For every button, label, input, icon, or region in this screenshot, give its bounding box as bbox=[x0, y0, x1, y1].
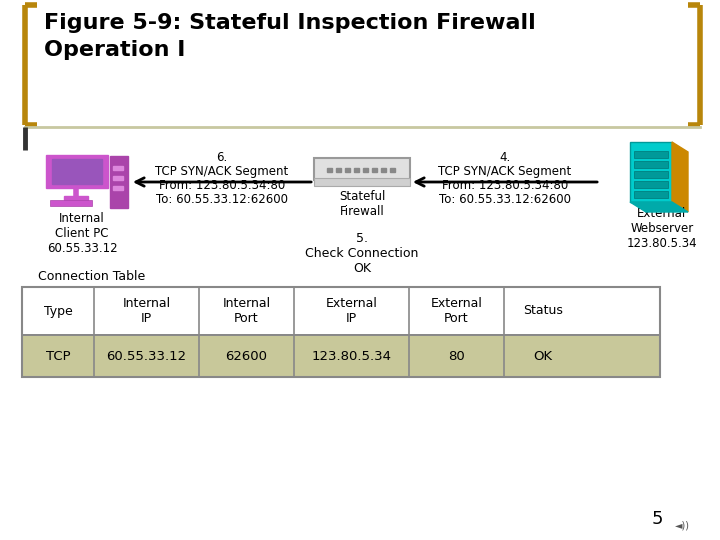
Text: ◄)): ◄)) bbox=[675, 520, 690, 530]
Text: TCP: TCP bbox=[45, 349, 71, 362]
Text: From: 123.80.5.34:80: From: 123.80.5.34:80 bbox=[442, 179, 568, 192]
Text: 60.55.33.12: 60.55.33.12 bbox=[107, 349, 186, 362]
Text: 4.: 4. bbox=[500, 151, 510, 164]
Bar bbox=[634, 191, 668, 198]
Text: External
Webserver
123.80.5.34: External Webserver 123.80.5.34 bbox=[626, 207, 697, 250]
Bar bbox=[113, 186, 123, 190]
Bar bbox=[336, 168, 341, 172]
Text: Stateful
Firewall: Stateful Firewall bbox=[339, 190, 385, 218]
Text: 80: 80 bbox=[448, 349, 465, 362]
Bar bbox=[113, 166, 123, 170]
Bar bbox=[327, 168, 332, 172]
Text: 6.: 6. bbox=[217, 151, 228, 164]
Text: 5.
Check Connection
OK: 5. Check Connection OK bbox=[305, 232, 419, 275]
Polygon shape bbox=[630, 202, 688, 212]
Bar bbox=[50, 200, 92, 206]
Text: Status: Status bbox=[523, 305, 563, 318]
Text: Internal
Client PC
60.55.33.12: Internal Client PC 60.55.33.12 bbox=[47, 212, 117, 255]
Text: Internal
IP: Internal IP bbox=[122, 297, 171, 325]
Text: External
IP: External IP bbox=[325, 297, 377, 325]
Text: To: 60.55.33.12:62600: To: 60.55.33.12:62600 bbox=[156, 193, 288, 206]
Bar bbox=[110, 156, 128, 208]
Text: Internal
Port: Internal Port bbox=[222, 297, 271, 325]
Text: Operation I: Operation I bbox=[44, 40, 185, 60]
Bar bbox=[381, 168, 386, 172]
Text: 5: 5 bbox=[652, 510, 664, 528]
Bar bbox=[345, 168, 350, 172]
Text: TCP SYN/ACK Segment: TCP SYN/ACK Segment bbox=[156, 165, 289, 178]
Bar bbox=[634, 181, 668, 188]
Bar bbox=[22, 287, 660, 335]
Text: OK: OK bbox=[534, 349, 552, 362]
Bar bbox=[372, 168, 377, 172]
Bar bbox=[22, 335, 660, 377]
Text: To: 60.55.33.12:62600: To: 60.55.33.12:62600 bbox=[439, 193, 571, 206]
Text: 123.80.5.34: 123.80.5.34 bbox=[312, 349, 392, 362]
Bar bbox=[634, 171, 668, 178]
Polygon shape bbox=[672, 142, 688, 212]
Text: Figure 5-9: Stateful Inspection Firewall: Figure 5-9: Stateful Inspection Firewall bbox=[44, 13, 536, 33]
Bar bbox=[363, 168, 368, 172]
Text: 62600: 62600 bbox=[225, 349, 268, 362]
Polygon shape bbox=[46, 155, 108, 188]
Text: Connection Table: Connection Table bbox=[38, 270, 145, 283]
Bar bbox=[630, 142, 672, 202]
Text: Type: Type bbox=[44, 305, 73, 318]
Bar bbox=[634, 161, 668, 168]
Bar bbox=[354, 168, 359, 172]
Bar bbox=[22, 287, 660, 377]
Text: From: 123.80.5.34:80: From: 123.80.5.34:80 bbox=[159, 179, 285, 192]
Bar bbox=[64, 196, 88, 200]
Polygon shape bbox=[52, 159, 102, 184]
Bar bbox=[634, 151, 668, 158]
Bar bbox=[390, 168, 395, 172]
Bar bbox=[113, 176, 123, 180]
Bar bbox=[314, 178, 410, 186]
Text: External
Port: External Port bbox=[431, 297, 482, 325]
Text: TCP SYN/ACK Segment: TCP SYN/ACK Segment bbox=[438, 165, 572, 178]
Bar bbox=[314, 158, 410, 180]
